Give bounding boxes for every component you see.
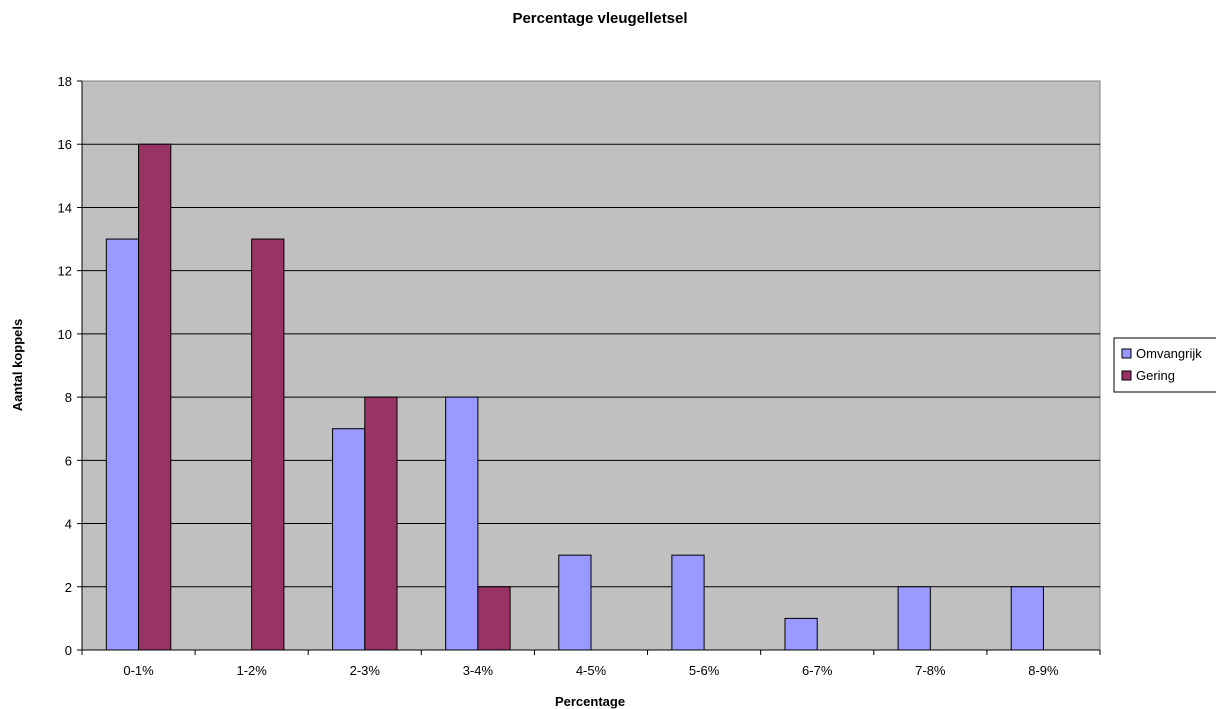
x-axis-title: Percentage	[555, 694, 625, 709]
bar-omvangrijk-3	[445, 396, 479, 651]
bars	[105, 143, 1044, 651]
bar-omvangrijk-8	[1010, 586, 1044, 651]
x-tick-labels: 0-1% 1-2% 2-3% 3-4% 4-5% 5-6% 6-7% 7-8% 8-9%	[81, 650, 1101, 678]
y-tick-label: 10	[58, 327, 72, 342]
x-tick-label: 8-9%	[1028, 663, 1059, 678]
axes	[81, 81, 1100, 651]
x-tick-label: 2-3%	[350, 663, 381, 678]
bar-omvangrijk-4	[558, 554, 592, 651]
x-tick-label: 3-4%	[463, 663, 494, 678]
legend-label: Gering	[1136, 368, 1175, 383]
y-tick-label: 0	[65, 643, 72, 658]
bar-omvangrijk-0	[105, 238, 140, 651]
legend-swatch	[1121, 370, 1132, 381]
legend-swatch	[1121, 348, 1132, 359]
x-tick-label: 7-8%	[915, 663, 946, 678]
bar-omvangrijk-5	[671, 554, 705, 651]
x-tick-label: 5-6%	[689, 663, 720, 678]
bar-gering-2	[364, 396, 398, 651]
y-tick-label: 4	[65, 517, 72, 532]
bar-gering-0	[138, 143, 172, 651]
plot-area: 0 2 4 6 8 10 12 14 16 18 0-1% 1-2% 2-3% 3-4% 4-5% 5-6%…	[58, 74, 1101, 678]
bar-omvangrijk-2	[332, 428, 366, 651]
x-tick-label: 1-2%	[236, 663, 267, 678]
y-tick-label: 8	[65, 390, 72, 405]
legend-label: Omvangrijk	[1136, 346, 1202, 361]
bar-gering-1	[251, 238, 285, 651]
y-tick-labels: 0 2 4 6 8 10 12 14 16 18	[58, 74, 82, 658]
bar-omvangrijk-7	[897, 586, 931, 651]
bar-gering-3	[477, 586, 511, 651]
legend-box	[1113, 337, 1216, 393]
y-tick-label: 12	[58, 264, 72, 279]
y-tick-label: 16	[58, 137, 72, 152]
legend: Omvangrijk Gering	[1113, 337, 1216, 393]
y-tick-label: 18	[58, 74, 72, 89]
y-tick-label: 14	[58, 200, 72, 215]
y-tick-label: 6	[65, 453, 72, 468]
bar-omvangrijk-6	[784, 617, 818, 651]
chart-title: Percentage vleugelletsel	[512, 10, 687, 27]
x-tick-label: 4-5%	[576, 663, 607, 678]
x-tick-label: 0-1%	[123, 663, 154, 678]
y-axis-title: Aantal koppels	[10, 319, 25, 411]
y-tick-label: 2	[65, 580, 72, 595]
x-tick-label: 6-7%	[802, 663, 833, 678]
